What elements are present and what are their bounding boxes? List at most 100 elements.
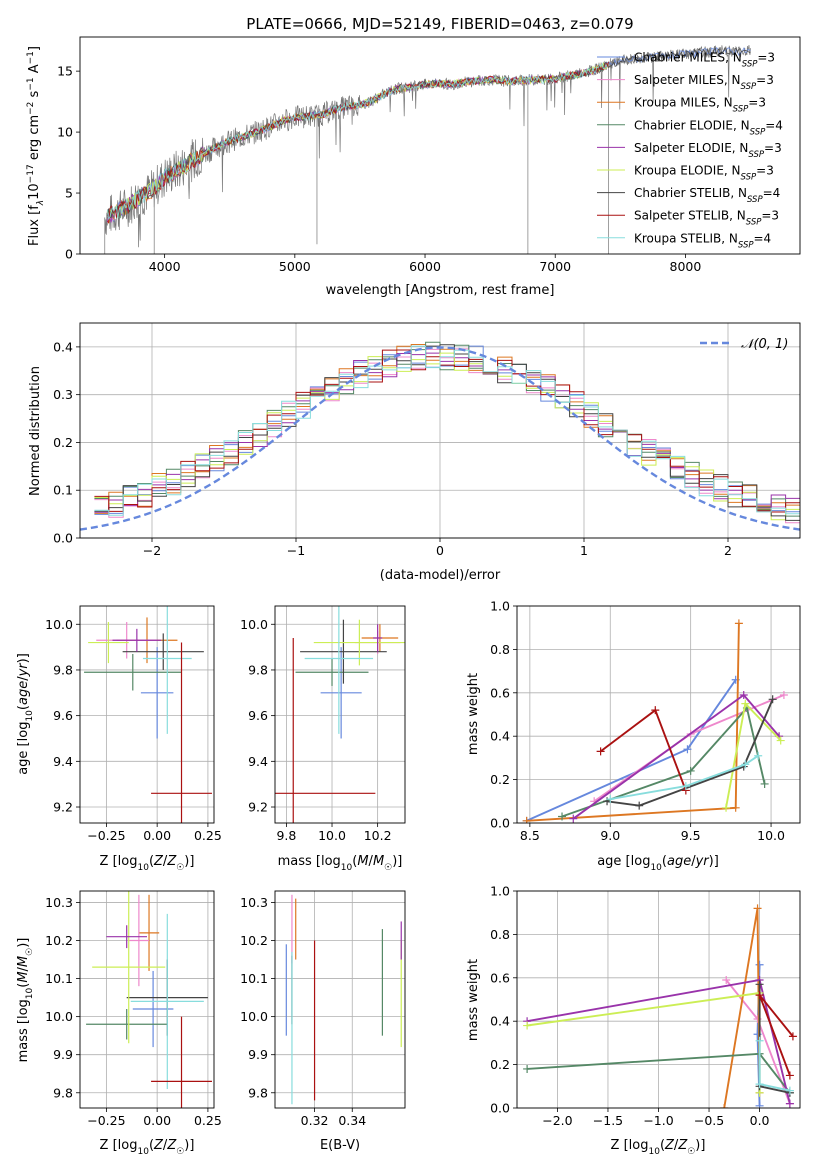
weight-marker [651, 706, 660, 715]
histograms [80, 341, 800, 531]
error-bars [285, 894, 402, 1105]
y-axis-label: mass weight [466, 959, 481, 1041]
x-tick-label: 5000 [279, 259, 311, 274]
mass-vs-ebv-panel: 0.32 0.34 9.8 9.9 10.0 10.1 10.2 10.3 E(B-V) [240, 890, 406, 1153]
weight-marker [523, 1064, 532, 1073]
x-tick-label: 0.25 [194, 828, 222, 843]
legend-label: Kroupa ELODIE, NSSP=3 [634, 164, 774, 183]
weight-line [606, 698, 774, 807]
y-tick-label: 0.0 [490, 816, 510, 831]
weight-marker [760, 779, 769, 788]
x-tick-label: 0.25 [194, 1113, 222, 1128]
histogram-step [94, 344, 800, 514]
weight-marker [731, 803, 740, 812]
x-tick-label: 0.34 [338, 1113, 366, 1128]
y-tick-label: 10.0 [240, 617, 268, 632]
weight-marker [522, 816, 531, 823]
x-tick-label: 9.5 [681, 828, 701, 843]
x-tick-label: 10.0 [318, 828, 346, 843]
y-tick-label: 0 [65, 247, 73, 262]
weight-marker [739, 690, 748, 699]
histogram-step [94, 348, 800, 524]
x-tick-label: 0.32 [301, 1113, 329, 1128]
weight-line [723, 908, 761, 1108]
weight-marker [776, 736, 785, 745]
x-tick-label: 6000 [409, 259, 441, 274]
x-tick-label: 9.8 [276, 828, 296, 843]
x-tick-label: −1.5 [593, 1113, 623, 1128]
y-tick-label: 10.2 [45, 933, 73, 948]
error-bars [275, 606, 405, 823]
x-tick-label: 10.2 [364, 828, 392, 843]
x-axis-label: Z [log10(Z/Z☉)] [611, 1138, 706, 1157]
legend-label: Chabrier ELODIE, NSSP=4 [634, 118, 783, 137]
weight-marker [755, 1101, 764, 1108]
y-tick-label: 0.3 [53, 387, 73, 402]
mass-weight-vs-age-panel: 8.5 9.0 9.5 10.0 0.0 0.2 0.4 0.6 0.8 1.0 age [log1… [466, 599, 801, 873]
x-axis-label: wavelength [Angstrom, rest frame] [326, 283, 555, 298]
weight-marker [785, 1086, 794, 1095]
x-tick-label: 0.00 [143, 828, 171, 843]
x-tick-label: 7000 [539, 259, 571, 274]
x-tick-label: 10.0 [757, 828, 785, 843]
y-tick-label: 9.8 [53, 662, 73, 677]
x-tick-label: 1 [580, 543, 588, 558]
y-tick-label: 9.2 [53, 800, 73, 815]
histogram-step [94, 352, 800, 521]
weight-marker [635, 801, 644, 810]
y-tick-label: 0.2 [490, 772, 510, 787]
axes-frame [274, 890, 406, 1109]
x-tick-label: 4000 [149, 259, 181, 274]
x-tick-label: −1.0 [643, 1113, 673, 1128]
y-axis-label: mass [log10(M/M☉)] [16, 938, 35, 1063]
y-tick-label: 10.0 [45, 617, 73, 632]
y-tick-label: 9.4 [53, 754, 73, 769]
y-tick-label: 9.6 [248, 708, 268, 723]
model-line [106, 62, 610, 224]
x-tick-label: 2 [724, 543, 732, 558]
model-line [106, 62, 608, 221]
axes-frame [79, 36, 801, 255]
legend-label: 𝒩(0, 1) [741, 337, 788, 352]
y-tick-label: 0.4 [53, 339, 73, 354]
weight-marker [785, 1071, 794, 1080]
y-tick-label: 10.1 [45, 971, 73, 986]
y-tick-label: 15 [57, 64, 73, 79]
x-tick-label: −1 [287, 543, 305, 558]
y-tick-label: 0.0 [490, 1101, 510, 1116]
x-tick-label: −0.25 [87, 828, 125, 843]
weight-lines [523, 904, 797, 1108]
weight-marker [768, 695, 777, 704]
gaussian-curve [80, 346, 800, 531]
model-line [106, 62, 608, 218]
y-tick-label: 0.0 [53, 531, 73, 546]
legend-label: Kroupa MILES, NSSP=3 [634, 96, 766, 115]
y-tick-label: 0.6 [490, 970, 510, 985]
weight-marker [523, 1021, 532, 1030]
y-axis-label: age [log10(age/yr)] [16, 653, 35, 775]
y-tick-label: 0.2 [490, 1057, 510, 1072]
legend-label: Salpeter MILES, NSSP=3 [634, 73, 774, 92]
weight-line [526, 679, 737, 822]
y-tick-label: 9.8 [248, 1085, 268, 1100]
x-axis-label: Z [log10(Z/Z☉)] [100, 854, 195, 873]
weight-marker [606, 795, 615, 804]
histogram-step [94, 345, 800, 516]
y-tick-label: 0.4 [490, 729, 510, 744]
histogram-step [94, 349, 800, 513]
model-line [106, 63, 608, 222]
y-tick-label: 10 [57, 125, 73, 140]
histogram-step [94, 345, 800, 515]
model-line [106, 63, 608, 223]
weight-line [561, 706, 766, 818]
y-axis-label: Flux [fλ10−17 erg cm−2 s−1 A−1] [26, 46, 46, 246]
x-tick-label: 8000 [670, 259, 702, 274]
model-line [107, 61, 610, 224]
x-axis-label: E(B-V) [320, 1138, 360, 1153]
x-tick-label: 9.0 [600, 828, 620, 843]
x-tick-label: 0.00 [143, 1113, 171, 1128]
x-axis-label: mass [log10(M/M☉)] [278, 854, 403, 873]
weight-marker [785, 1099, 794, 1108]
weight-marker [779, 690, 788, 699]
y-tick-label: 10.1 [240, 971, 268, 986]
